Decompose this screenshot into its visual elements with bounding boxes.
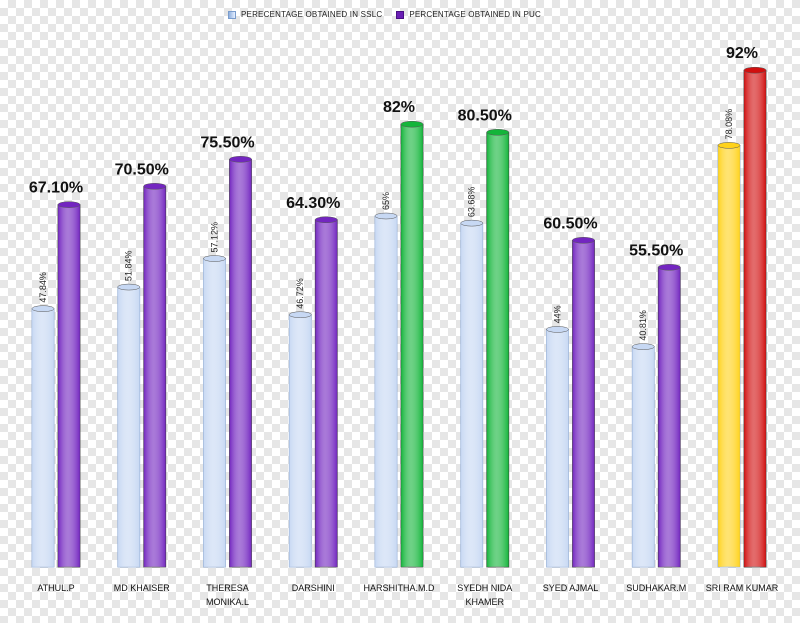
sslc-bar-shading-1 [32, 308, 54, 567]
sslc-bar-cap-2 [117, 283, 140, 291]
sslc-value-label-4: 46.72% [295, 278, 305, 309]
puc-value-label-3: 75.50% [200, 134, 254, 151]
sslc-bar-shading-4 [289, 314, 312, 567]
category-label-5: HARSHITHA.M.D [363, 583, 435, 593]
legend-label-puc: PERCENTAGE OBTAINED IN PUC [409, 10, 541, 19]
puc-value-label-5: 82% [383, 99, 415, 116]
sslc-bar-cap-5 [374, 212, 398, 220]
puc-bar-shading-7 [572, 240, 595, 568]
puc-bar-shading-6 [486, 132, 509, 568]
puc-value-label-6: 80.50% [458, 107, 512, 124]
sslc-bar-shading-7 [546, 329, 569, 567]
puc-value-label-1: 67.10% [29, 180, 83, 197]
puc-bar-shading-8 [658, 267, 681, 567]
category-label-3: THERESA MONIKA.L [206, 583, 249, 607]
sslc-value-label-7: 44% [553, 305, 563, 323]
sslc-bar-cap-4 [289, 311, 312, 318]
puc-bar-cap-6 [486, 129, 509, 136]
puc-bar-shading-5 [401, 124, 423, 567]
puc-bar-cap-4 [315, 216, 338, 224]
sslc-bar-shading-5 [375, 216, 397, 567]
puc-value-label-4: 64.30% [286, 195, 340, 212]
legend-label-sslc: PERECENTAGE OBTAINED IN SSLC [241, 10, 383, 19]
category-label-8: SUDHAKAR.M [626, 583, 686, 593]
puc-bar-cap-2 [143, 183, 166, 190]
sslc-value-label-1: 47.84% [38, 272, 48, 303]
puc-bar-shading-4 [315, 219, 338, 567]
legend-item-sslc: PERECENTAGE OBTAINED IN SSLC [228, 10, 382, 19]
category-label-4: DARSHINI [292, 583, 335, 593]
sslc-bar-cap-7 [546, 326, 569, 333]
sslc-bar-shading-6 [460, 223, 483, 568]
chart-legend: PERECENTAGE OBTAINED IN SSLC PERCENTAGE … [228, 10, 541, 19]
category-label-6: SYEDH NIDA KHAMER [457, 583, 512, 607]
sslc-bar-cap-6 [460, 219, 483, 227]
puc-bar-cap-9 [743, 66, 767, 74]
puc-bar-cap-1 [57, 201, 81, 208]
sslc-bar-cap-3 [203, 255, 226, 262]
sslc-bar-cap-9 [717, 142, 741, 149]
legend-item-puc: PERCENTAGE OBTAINED IN PUC [396, 10, 541, 19]
category-label-2: MD KHAISER [114, 583, 171, 593]
sslc-bar-cap-8 [632, 343, 655, 350]
puc-bar-cap-7 [572, 237, 595, 244]
category-label-7: SYED AJMAL [543, 583, 599, 593]
sslc-value-label-8: 40.81% [638, 310, 648, 341]
sslc-bar-shading-3 [203, 258, 226, 567]
sslc-bar-shading-2 [117, 287, 140, 567]
puc-bar-shading-2 [143, 186, 166, 568]
sslc-value-label-5: 65% [381, 192, 391, 210]
category-label-1: ATHUL.P [37, 583, 74, 593]
puc-bar-shading-9 [744, 70, 766, 567]
puc-value-label-9: 92% [726, 45, 758, 62]
sslc-value-label-9: 78.08% [724, 109, 734, 140]
puc-bar-cap-5 [400, 120, 424, 128]
puc-value-label-8: 55.50% [629, 242, 683, 259]
puc-bar-cap-8 [658, 264, 681, 271]
puc-value-label-7: 60.50% [543, 215, 597, 232]
category-label-9: SRI RAM KUMAR [706, 583, 779, 593]
puc-bar-cap-3 [229, 156, 252, 163]
puc-bar-shading-3 [229, 159, 252, 568]
sslc-value-label-6: 63.68% [467, 187, 477, 218]
puc-value-label-2: 70.50% [115, 161, 169, 178]
puc-bar-shading-1 [58, 204, 80, 567]
legend-swatch-puc [396, 10, 405, 19]
sslc-bar-cap-1 [31, 305, 55, 312]
sslc-bar-shading-8 [632, 346, 655, 567]
sslc-value-label-3: 57.12% [210, 222, 220, 253]
legend-swatch-sslc [228, 10, 236, 19]
sslc-bar-shading-9 [718, 145, 740, 568]
sslc-value-label-2: 51.84% [124, 251, 134, 282]
